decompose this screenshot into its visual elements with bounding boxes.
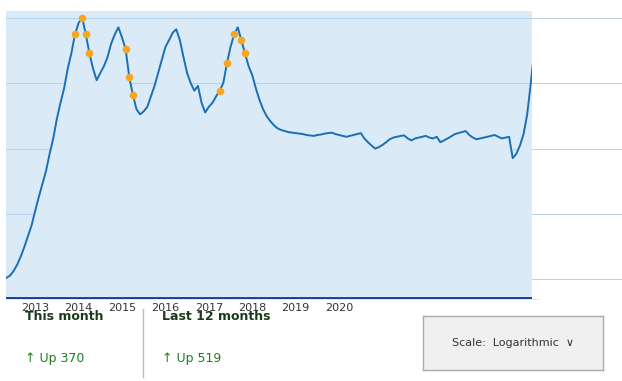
Text: ↑ Up 519: ↑ Up 519: [162, 352, 221, 365]
Text: This month: This month: [25, 310, 103, 323]
Text: Last 12 months: Last 12 months: [162, 310, 270, 323]
Text: ↑ Up 370: ↑ Up 370: [25, 352, 84, 365]
Text: Scale:  Logarithmic  ∨: Scale: Logarithmic ∨: [452, 338, 574, 348]
